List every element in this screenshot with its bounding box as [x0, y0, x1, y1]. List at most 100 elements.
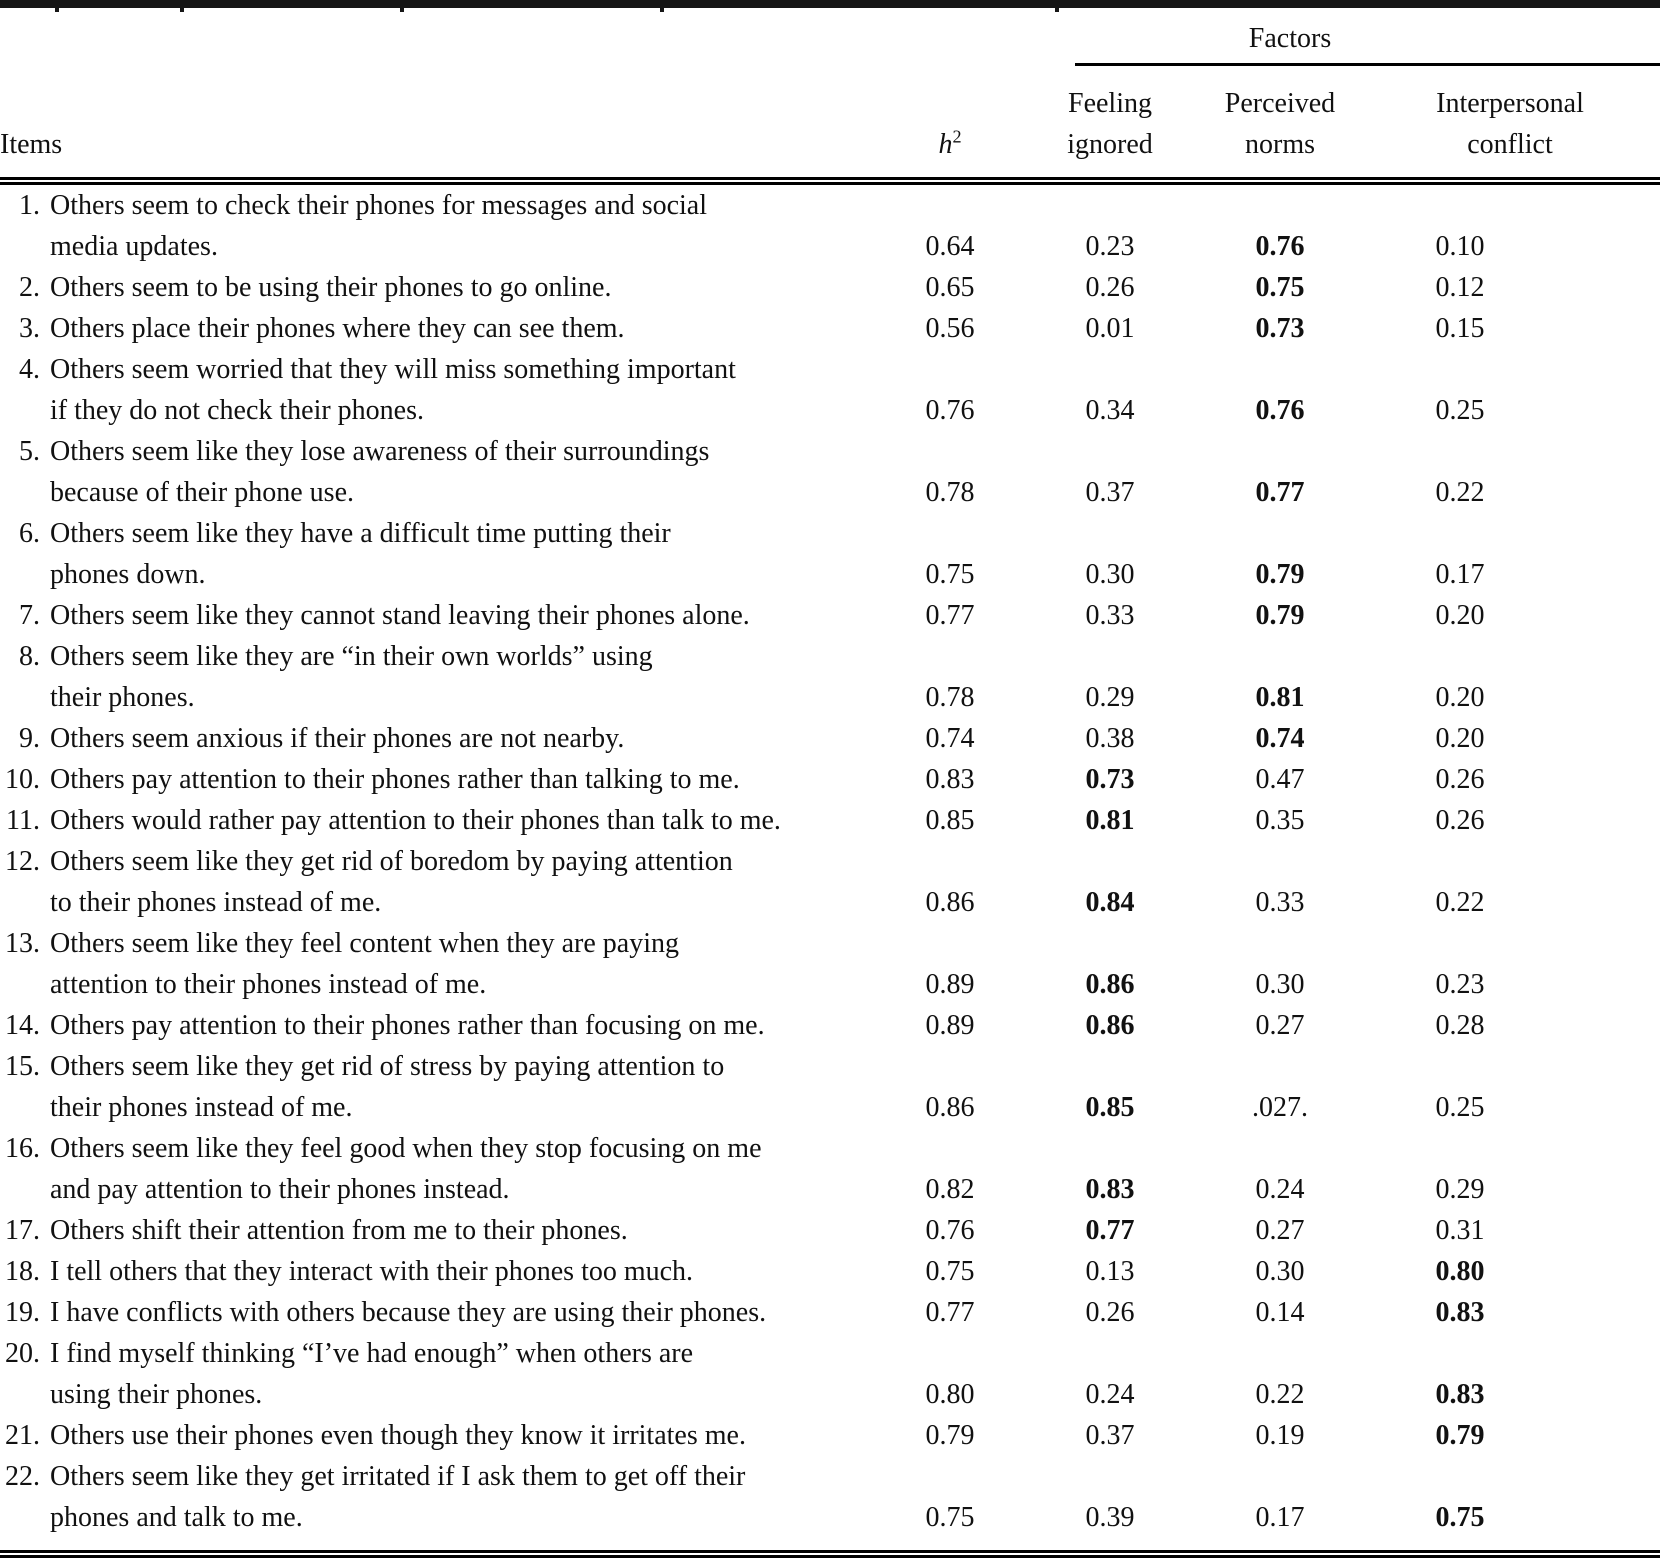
h2-column-header: h2 [880, 66, 1020, 186]
factor3-value: 0.83 [1435, 1297, 1485, 1329]
factor1-value: 0.38 [1085, 723, 1135, 755]
factor1-value: 0.24 [1085, 1379, 1135, 1411]
table-row: 18. I tell others that they interact with… [0, 1251, 1660, 1292]
caption-descender-mark [180, 8, 184, 12]
column-header-row: Items h2 Feeling ignored Perceived norms… [0, 66, 1660, 186]
item-number: 20. [5, 1338, 40, 1370]
item-cell: 20. I find myself thinking “I’ve had enou… [0, 1333, 880, 1415]
column-header-feeling-ignored: Feeling ignored [1020, 66, 1200, 186]
table-row: 14. Others pay attention to their phones … [0, 1005, 1660, 1046]
factor2-value: 0.14 [1255, 1297, 1305, 1329]
factor2-value: 0.76 [1255, 395, 1305, 427]
h2-value: 0.78 [925, 682, 975, 714]
h2-superscript: 2 [952, 127, 962, 147]
factor2-value: 0.76 [1255, 231, 1305, 263]
table-row: 19. I have conflicts with others because … [0, 1292, 1660, 1333]
factor3-value: 0.80 [1435, 1256, 1485, 1288]
item-number: 10. [5, 764, 40, 796]
table-row: 9. Others seem anxious if their phones ar… [0, 718, 1660, 759]
factor2-value: .027. [1252, 1092, 1308, 1124]
table-row: 22. Others seem like they get irritated i… [0, 1456, 1660, 1558]
h2-value: 0.89 [925, 1010, 975, 1042]
factor3-value: 0.75 [1360, 1456, 1660, 1558]
item-cell: 2. Others seem to be using their phones t… [0, 267, 880, 308]
table-row: 3. Others place their phones where they c… [0, 308, 1660, 349]
factor1-value: 0.85 [1085, 1092, 1135, 1124]
table-row: 11. Others would rather pay attention to … [0, 800, 1660, 841]
item-text: Others seem like they have a difficult t… [50, 518, 671, 591]
factor1-value: 0.84 [1085, 887, 1135, 919]
item-number: 2. [19, 272, 40, 304]
item-text: Others seem to check their phones for me… [50, 190, 708, 263]
factor2-value: 0.30 [1255, 969, 1305, 1001]
table-row: 17. Others shift their attention from me … [0, 1210, 1660, 1251]
factor2-value: 0.81 [1255, 682, 1305, 714]
factor1-value: 0.37 [1085, 477, 1135, 509]
factor3-value: 0.17 [1435, 559, 1485, 591]
item-number: 16. [5, 1133, 40, 1165]
table-row: 12. Others seem like they get rid of bore… [0, 841, 1660, 923]
h2-value: 0.89 [925, 969, 975, 1001]
table-row: 15. Others seem like they get rid of stre… [0, 1046, 1660, 1128]
factor3-value: 0.22 [1435, 887, 1485, 919]
factor1-value: 0.83 [1085, 1174, 1135, 1206]
item-cell: 15. Others seem like they get rid of stre… [0, 1046, 880, 1128]
caption-descender-mark [660, 8, 664, 12]
factor2-value: 0.75 [1255, 272, 1305, 304]
item-text: Others seem anxious if their phones are … [50, 723, 625, 755]
item-number: 11. [6, 805, 40, 837]
h2-value: 0.79 [925, 1420, 975, 1452]
factor3-value: 0.25 [1435, 395, 1485, 427]
factor3-value: 0.79 [1435, 1420, 1485, 1452]
table-header: Factors Items h2 Feeling ignored Perceiv… [0, 8, 1660, 186]
item-number: 14. [5, 1010, 40, 1042]
factor2-value: 0.79 [1255, 600, 1305, 632]
cropped-caption-strip [0, 0, 1660, 12]
h2-value: 0.56 [925, 313, 975, 345]
item-number: 1. [19, 190, 40, 222]
table-row: 21. Others use their phones even though t… [0, 1415, 1660, 1456]
factor2-value: 0.47 [1255, 764, 1305, 796]
table-row: 2. Others seem to be using their phones t… [0, 267, 1660, 308]
item-text: Others seem like they are “in their own … [50, 641, 653, 714]
item-cell: 7. Others seem like they cannot stand lea… [0, 595, 880, 636]
factor1-value: 0.30 [1085, 559, 1135, 591]
column-header-interpersonal-conflict: Interpersonal conflict [1360, 66, 1660, 186]
table-row: 8. Others seem like they are “in their ow… [0, 636, 1660, 718]
factor1-value: 0.13 [1085, 1256, 1135, 1288]
item-number: 21. [5, 1420, 40, 1452]
h2-value: 0.65 [925, 272, 975, 304]
factor3-value: 0.25 [1435, 1092, 1485, 1124]
factor3-value: 0.28 [1435, 1010, 1485, 1042]
item-cell: 17. Others shift their attention from me … [0, 1210, 880, 1251]
table-row: 10. Others pay attention to their phones … [0, 759, 1660, 800]
factor1-value: 0.39 [1020, 1456, 1200, 1558]
table-row: 4. Others seem worried that they will mis… [0, 349, 1660, 431]
item-number: 6. [19, 518, 40, 550]
factor3-value: 0.23 [1435, 969, 1485, 1001]
item-text: Others seem like they feel content when … [50, 928, 679, 1001]
table-row: 16. Others seem like they feel good when … [0, 1128, 1660, 1210]
factor3-value: 0.20 [1435, 600, 1485, 632]
factor1-value: 0.86 [1085, 1010, 1135, 1042]
factor1-value: 0.33 [1085, 600, 1135, 632]
item-number: 4. [19, 354, 40, 386]
item-text: Others would rather pay attention to the… [50, 805, 781, 837]
caption-descender-mark [1055, 8, 1059, 12]
factors-spanner: Factors [1020, 8, 1660, 66]
item-cell: 11. Others would rather pay attention to … [0, 800, 880, 841]
factor1-value: 0.81 [1085, 805, 1135, 837]
factor1-value: 0.01 [1085, 313, 1135, 345]
factor2-value: 0.35 [1255, 805, 1305, 837]
item-text: Others place their phones where they can… [50, 313, 625, 345]
factor3-value: 0.15 [1435, 313, 1485, 345]
h2-value: 0.86 [925, 1092, 975, 1124]
item-text: Others seem like they get irritated if I… [50, 1461, 746, 1534]
h2-value: 0.76 [925, 395, 975, 427]
factor2-value: 0.24 [1255, 1174, 1305, 1206]
item-text: Others shift their attention from me to … [50, 1215, 628, 1247]
table-row: 1. Others seem to check their phones for … [0, 181, 1660, 267]
factor1-value: 0.23 [1085, 231, 1135, 263]
item-text: I tell others that they interact with th… [50, 1256, 694, 1288]
factor1-value: 0.26 [1085, 272, 1135, 304]
